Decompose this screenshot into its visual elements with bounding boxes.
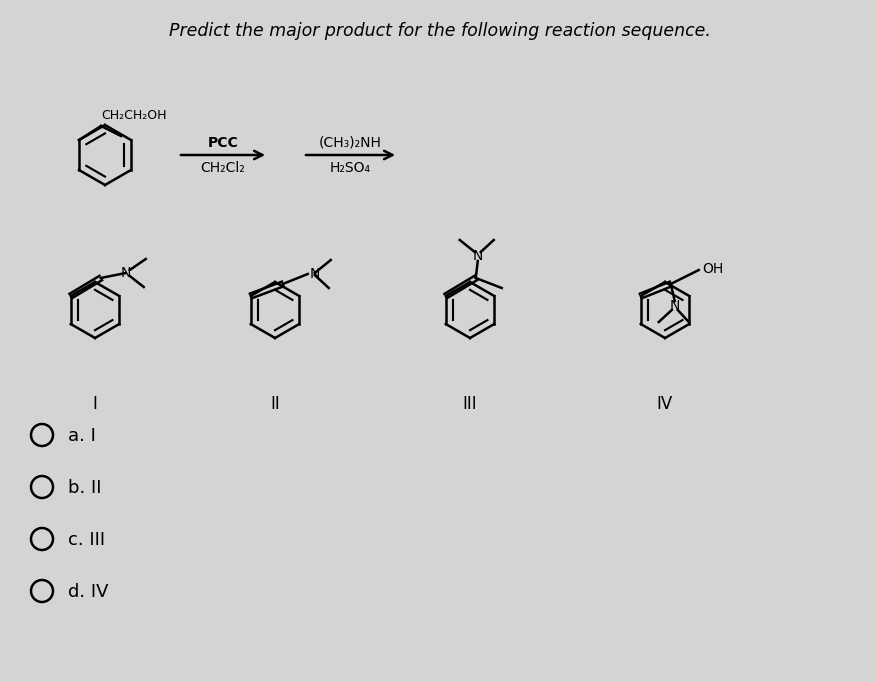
Text: a. I: a. I bbox=[68, 427, 95, 445]
Text: CH₂CH₂OH: CH₂CH₂OH bbox=[101, 109, 166, 122]
Text: I: I bbox=[93, 395, 97, 413]
Text: II: II bbox=[270, 395, 279, 413]
Text: PCC: PCC bbox=[208, 136, 238, 150]
Text: Predict the major product for the following reaction sequence.: Predict the major product for the follow… bbox=[169, 22, 711, 40]
Text: d. IV: d. IV bbox=[68, 583, 109, 601]
Text: H₂SO₄: H₂SO₄ bbox=[330, 161, 371, 175]
Text: N: N bbox=[669, 299, 680, 313]
Text: b. II: b. II bbox=[68, 479, 102, 497]
Text: N: N bbox=[310, 267, 320, 281]
Text: (CH₃)₂NH: (CH₃)₂NH bbox=[319, 136, 382, 150]
Text: c. III: c. III bbox=[68, 531, 105, 549]
Text: N: N bbox=[121, 266, 131, 280]
Text: N: N bbox=[472, 249, 483, 263]
Text: CH₂Cl₂: CH₂Cl₂ bbox=[201, 161, 245, 175]
Text: III: III bbox=[463, 395, 477, 413]
Text: IV: IV bbox=[657, 395, 673, 413]
Text: OH: OH bbox=[702, 262, 723, 276]
